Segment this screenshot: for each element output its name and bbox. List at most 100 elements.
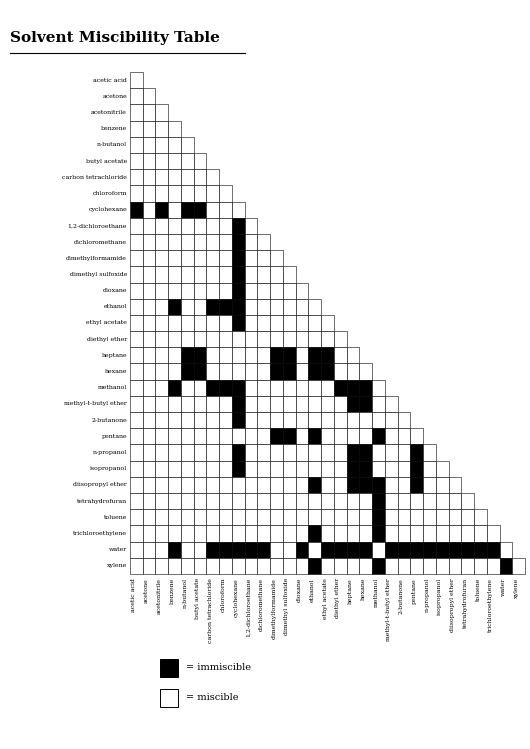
Bar [474,542,487,558]
Bar [283,509,296,525]
Bar [181,267,193,282]
Text: n-butanol: n-butanol [97,142,127,148]
Bar [461,493,474,509]
Bar [143,558,155,574]
Bar [436,461,448,477]
Bar [321,380,334,396]
Bar [359,412,372,428]
Bar [258,428,270,444]
Bar [232,493,245,509]
Bar [193,315,207,331]
Text: water: water [501,578,506,596]
Text: isopropanol: isopropanol [90,466,127,471]
Bar [385,396,398,412]
Bar [258,267,270,282]
Bar [193,396,207,412]
Bar [436,542,448,558]
Text: xylene: xylene [514,578,519,598]
Bar [207,396,219,412]
Bar [181,185,193,201]
Bar [296,525,308,542]
Bar [398,509,410,525]
Bar [181,201,193,218]
Bar [207,509,219,525]
Bar [283,428,296,444]
Bar [219,493,232,509]
Bar [193,380,207,396]
Bar [308,380,321,396]
Bar [398,525,410,542]
Bar [448,542,461,558]
Bar [207,348,219,363]
Text: diisopropyl ether: diisopropyl ether [450,578,455,631]
Bar [232,331,245,348]
Text: carbon tetrachloride: carbon tetrachloride [208,578,213,643]
Bar [283,493,296,509]
Text: ethyl acetate: ethyl acetate [86,321,127,326]
Bar [283,525,296,542]
Bar [296,444,308,461]
Bar [359,428,372,444]
Bar [334,380,347,396]
Bar [130,525,143,542]
Text: diisopropyl ether: diisopropyl ether [73,482,127,488]
Bar [347,493,359,509]
Text: chloroform: chloroform [93,191,127,196]
Bar [168,218,181,234]
Text: 2-butanone: 2-butanone [91,418,127,422]
Bar [359,396,372,412]
Bar [334,542,347,558]
Bar [193,282,207,299]
Bar [181,331,193,348]
Bar [219,201,232,218]
Text: acetic acid: acetic acid [93,78,127,82]
Bar [181,250,193,267]
Bar [207,461,219,477]
Bar [270,396,283,412]
Bar [219,509,232,525]
Bar [155,331,168,348]
Bar [385,428,398,444]
Bar [372,396,385,412]
Bar [398,444,410,461]
Bar [168,348,181,363]
Bar [398,477,410,493]
Text: 2-butanone: 2-butanone [399,578,404,613]
Bar [372,493,385,509]
Bar [207,315,219,331]
Bar [461,509,474,525]
Bar [270,282,283,299]
Bar [321,396,334,412]
Bar [398,461,410,477]
Text: n-propanol: n-propanol [425,578,429,613]
Bar [321,542,334,558]
Bar [130,542,143,558]
Bar [219,558,232,574]
Bar [232,282,245,299]
Bar [130,185,143,201]
Text: tetrahydrofuran: tetrahydrofuran [77,499,127,503]
Bar [258,363,270,380]
Bar [334,461,347,477]
Bar [385,444,398,461]
Text: acetone: acetone [144,578,149,603]
Bar [347,477,359,493]
Bar [448,477,461,493]
Bar [410,558,423,574]
Bar [258,558,270,574]
Bar [207,477,219,493]
Bar [296,282,308,299]
Bar [232,234,245,250]
Bar [155,234,168,250]
Bar [245,444,258,461]
Bar [232,363,245,380]
Bar [372,509,385,525]
Bar [321,477,334,493]
Bar [155,315,168,331]
Bar [219,525,232,542]
Bar [207,201,219,218]
Bar [270,315,283,331]
Bar [232,477,245,493]
Bar [193,558,207,574]
Bar [155,282,168,299]
